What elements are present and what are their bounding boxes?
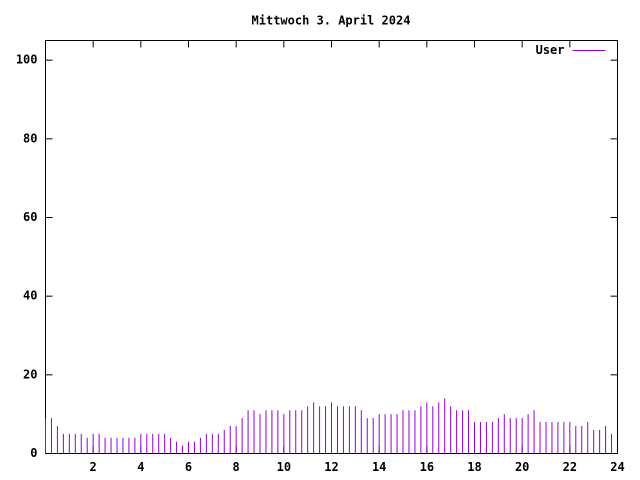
x-tick-label: 24: [610, 460, 624, 474]
x-tick-label: 4: [137, 460, 144, 474]
chart-title: Mittwoch 3. April 2024: [252, 14, 411, 28]
x-tick-label: 10: [277, 460, 291, 474]
y-tick-label: 0: [30, 446, 37, 460]
x-tick-label: 14: [372, 460, 386, 474]
x-tick-label: 22: [563, 460, 577, 474]
y-tick-label: 40: [23, 289, 37, 303]
x-tick-label: 2: [90, 460, 97, 474]
y-tick-label: 80: [23, 131, 37, 145]
x-tick-label: 16: [420, 460, 434, 474]
x-tick-label: 20: [515, 460, 529, 474]
x-tick-label: 6: [185, 460, 192, 474]
y-tick-label: 60: [23, 210, 37, 224]
x-tick-label: 8: [233, 460, 240, 474]
x-tick-label: 12: [324, 460, 338, 474]
x-tick-label: 18: [467, 460, 481, 474]
y-tick-label: 20: [23, 367, 37, 381]
legend-label: User: [536, 43, 565, 57]
y-tick-label: 100: [16, 53, 38, 67]
